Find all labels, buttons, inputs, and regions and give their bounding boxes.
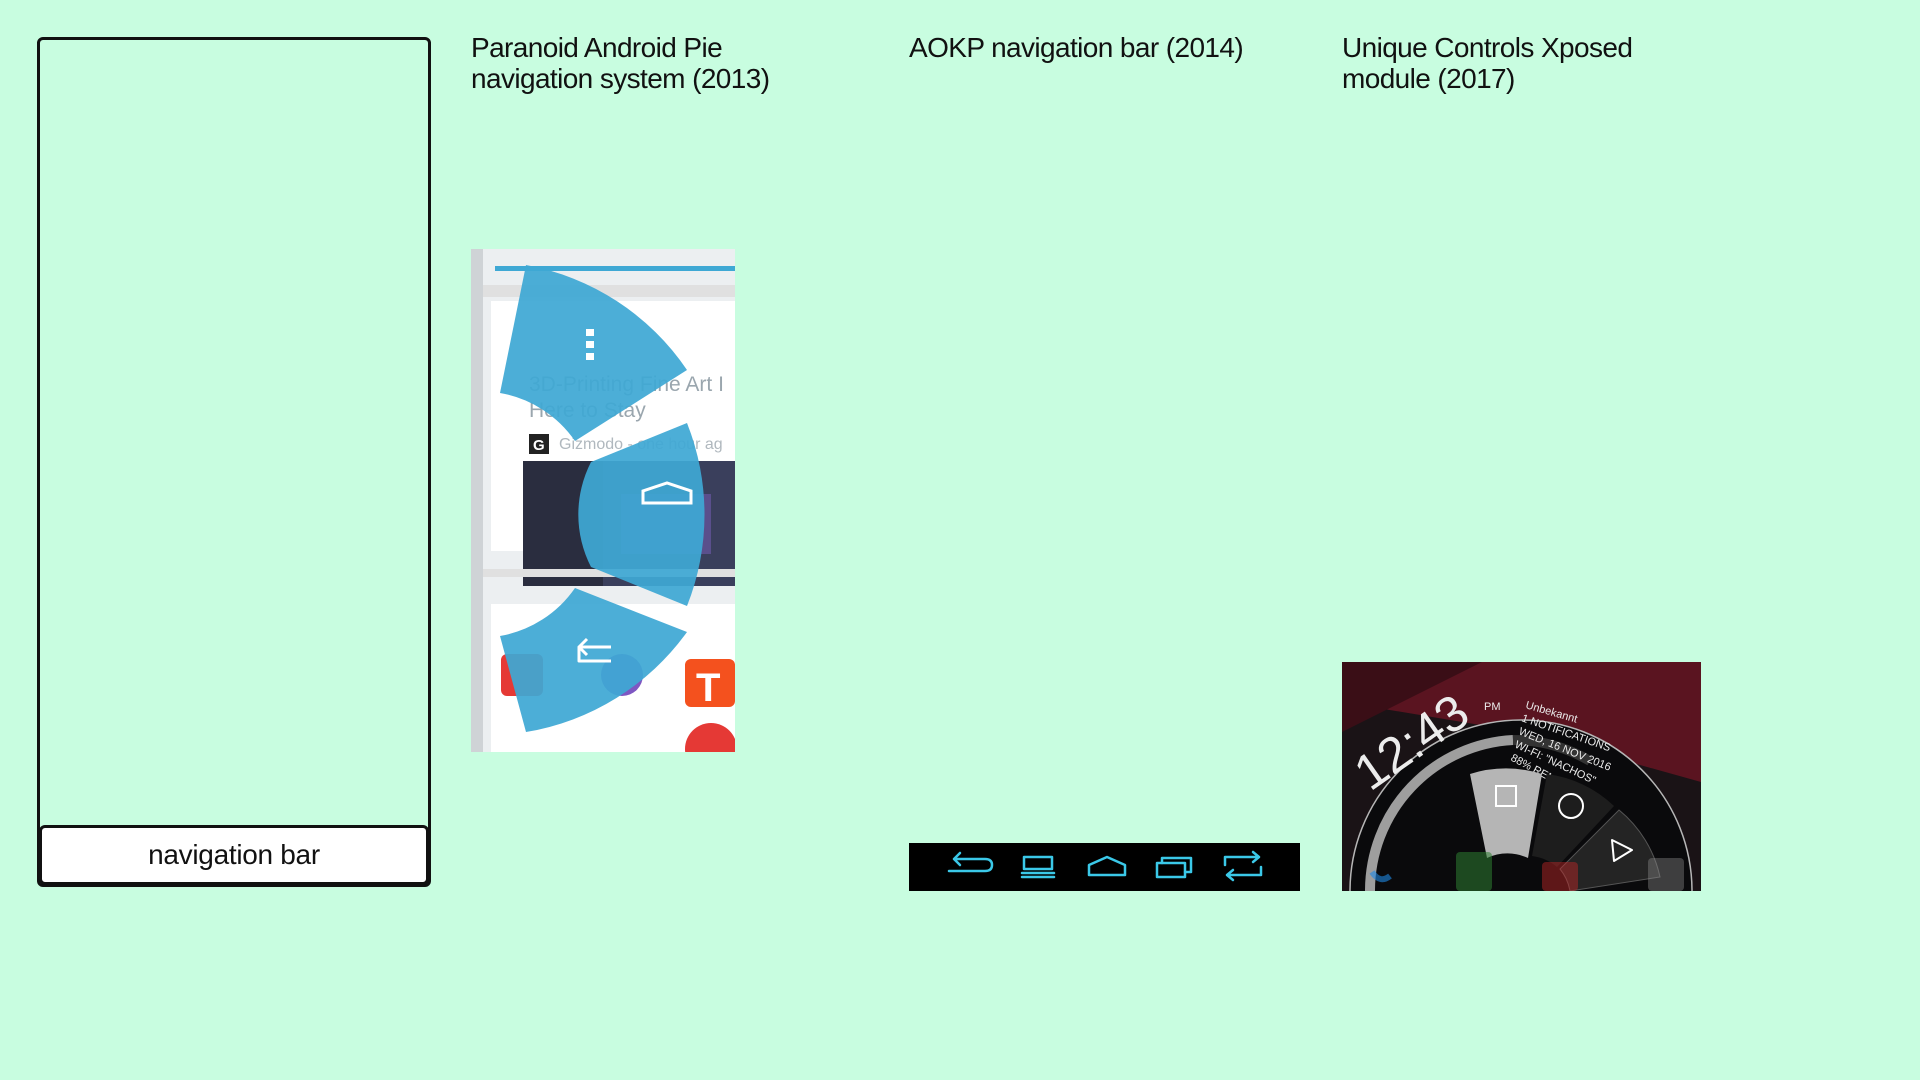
menu-icon[interactable] — [1020, 855, 1056, 879]
unique-controls-screenshot: 12:43 PM Unbekannt 1 NOTIFICATIONS WED, … — [1342, 662, 1701, 891]
paranoid-pie-screenshot: 3D-Printing Fine Art I Here to Stay G Gi… — [471, 249, 735, 752]
back-icon[interactable] — [947, 851, 994, 873]
navigation-bar-label: navigation bar — [148, 839, 320, 870]
recents-icon — [1495, 785, 1517, 807]
back-icon — [577, 637, 611, 663]
home-icon — [1558, 793, 1584, 819]
clock-ampm: PM — [1484, 701, 1501, 713]
control-sector-home[interactable] — [1532, 774, 1614, 867]
home-icon[interactable] — [1087, 855, 1127, 877]
caption-aokp: AOKP navigation bar (2014) — [909, 32, 1244, 63]
navigation-bar: navigation bar — [39, 825, 429, 885]
aokp-navbar-screenshot — [909, 843, 1300, 891]
swap-icon[interactable] — [1223, 850, 1263, 882]
back-icon — [1611, 839, 1633, 862]
source-badge: G — [533, 437, 545, 454]
control-sector-recents[interactable] — [1470, 768, 1542, 858]
pie-sector-home[interactable] — [578, 423, 705, 606]
recents-icon[interactable] — [1155, 856, 1193, 879]
control-sector-back[interactable] — [1559, 809, 1661, 891]
home-icon — [641, 481, 693, 505]
app-letter: T — [696, 666, 720, 710]
caption-paranoid: Paranoid Android Pie navigation system (… — [471, 32, 770, 94]
phone-outline: navigation bar — [37, 37, 431, 887]
menu-icon — [586, 329, 594, 360]
caption-unique: Unique Controls Xposed module (2017) — [1342, 32, 1633, 94]
